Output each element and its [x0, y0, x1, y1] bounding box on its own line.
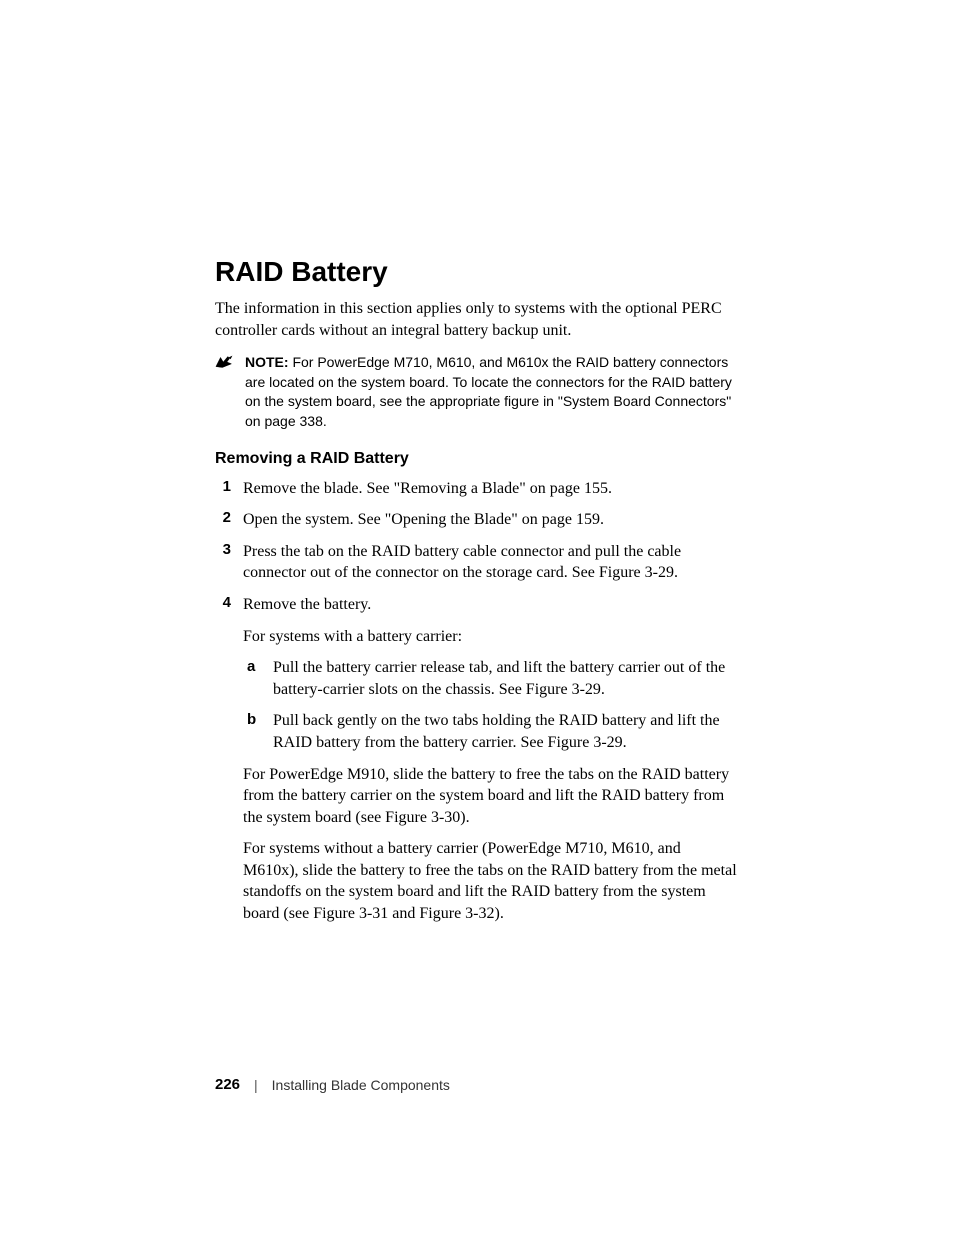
note-block: NOTE: For PowerEdge M710, M610, and M610… [215, 353, 739, 431]
step-number: 1 [215, 478, 243, 500]
step-text: Remove the blade. See "Removing a Blade"… [243, 478, 739, 500]
note-label: NOTE: [245, 354, 289, 370]
intro-paragraph: The information in this section applies … [215, 298, 739, 341]
step-4-para1: For systems with a battery carrier: [243, 626, 739, 648]
step-4-para3: For systems without a battery carrier (P… [243, 838, 739, 924]
substep-b: b Pull back gently on the two tabs holdi… [243, 710, 739, 753]
note-text: NOTE: For PowerEdge M710, M610, and M610… [245, 353, 739, 431]
page-number: 226 [215, 1076, 240, 1093]
sub-heading: Removing a RAID Battery [215, 450, 739, 468]
note-icon [215, 354, 237, 370]
page-footer: 226 | Installing Blade Components [215, 1076, 450, 1093]
substep-marker: b [243, 710, 273, 753]
step-number: 4 [215, 594, 243, 935]
step-2: 2 Open the system. See "Opening the Blad… [215, 509, 739, 531]
step-number: 3 [215, 541, 243, 584]
step-4-body: Remove the battery. For systems with a b… [243, 594, 739, 935]
page-content: RAID Battery The information in this sec… [0, 0, 954, 935]
note-body: For PowerEdge M710, M610, and M610x the … [245, 354, 732, 429]
main-heading: RAID Battery [215, 256, 739, 288]
footer-divider: | [254, 1077, 258, 1093]
step-text: Remove the battery. [243, 596, 371, 613]
substep-text: Pull the battery carrier release tab, an… [273, 657, 739, 700]
step-1: 1 Remove the blade. See "Removing a Blad… [215, 478, 739, 500]
steps-list: 1 Remove the blade. See "Removing a Blad… [215, 478, 739, 935]
substep-a: a Pull the battery carrier release tab, … [243, 657, 739, 700]
step-4: 4 Remove the battery. For systems with a… [215, 594, 739, 935]
step-3: 3 Press the tab on the RAID battery cabl… [215, 541, 739, 584]
substeps-list: a Pull the battery carrier release tab, … [243, 657, 739, 753]
step-number: 2 [215, 509, 243, 531]
substep-marker: a [243, 657, 273, 700]
substep-text: Pull back gently on the two tabs holding… [273, 710, 739, 753]
step-text: Open the system. See "Opening the Blade"… [243, 509, 739, 531]
step-4-para2: For PowerEdge M910, slide the battery to… [243, 764, 739, 829]
step-text: Press the tab on the RAID battery cable … [243, 541, 739, 584]
footer-title: Installing Blade Components [272, 1077, 450, 1093]
